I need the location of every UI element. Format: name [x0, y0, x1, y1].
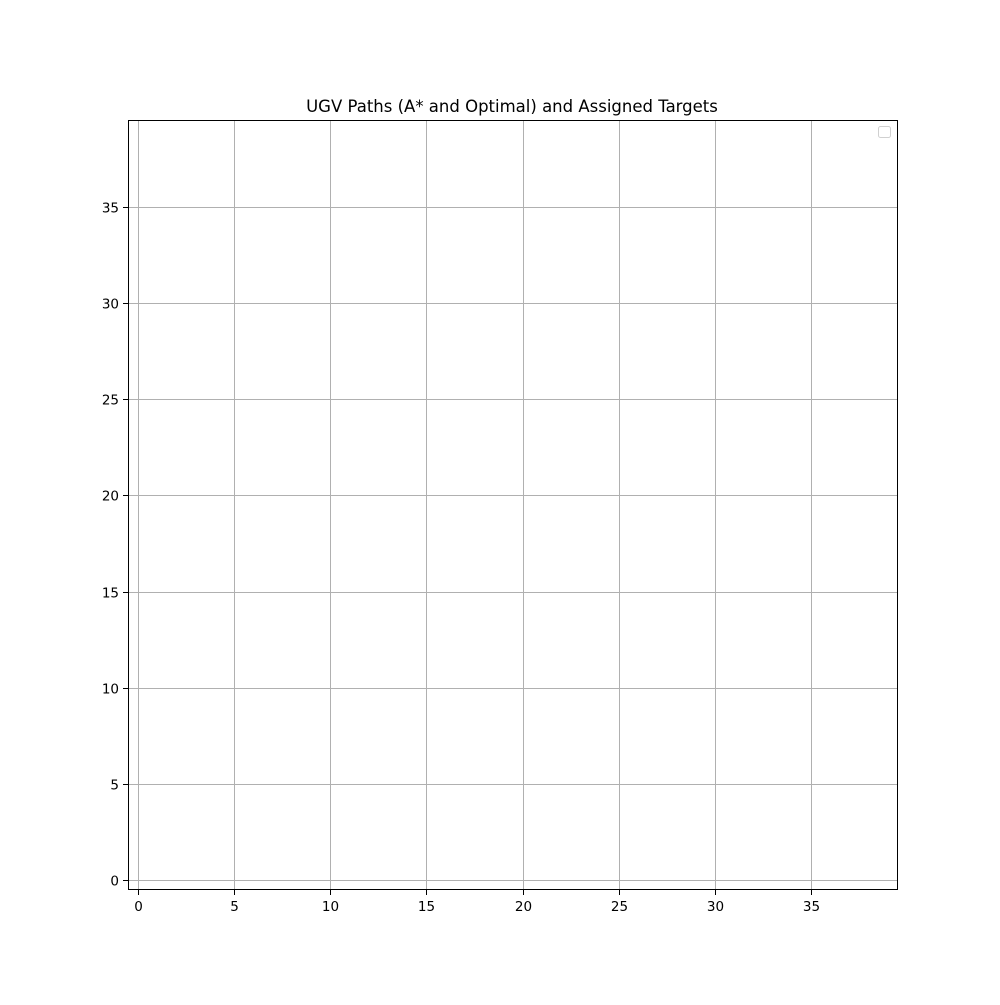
y-tick-label: 0 — [110, 874, 119, 890]
x-tick-label: 10 — [322, 899, 339, 915]
y-tick-label: 5 — [110, 778, 119, 794]
axes-frame — [128, 120, 898, 890]
grid — [128, 120, 898, 890]
y-tick-label: 25 — [102, 393, 119, 409]
legend-box — [878, 126, 891, 138]
x-tick-label: 35 — [803, 899, 820, 915]
x-tick-label: 25 — [611, 899, 628, 915]
x-tick-label: 0 — [134, 899, 143, 915]
y-tick-label: 30 — [102, 297, 119, 313]
y-tick-label: 35 — [102, 201, 119, 217]
y-tick-label: 15 — [102, 586, 119, 602]
y-tick-label: 10 — [102, 682, 119, 698]
x-tick-label: 30 — [707, 899, 724, 915]
y-tick-label: 20 — [102, 489, 119, 505]
x-tick-label: 5 — [230, 899, 239, 915]
axis-ticks: 0 5 10 15 20 25 30 35 0 5 10 15 20 25 30 35 — [102, 201, 820, 916]
chart-title: UGV Paths (A* and Optimal) and Assigned … — [306, 97, 718, 116]
x-tick-label: 20 — [515, 899, 532, 915]
x-tick-label: 15 — [418, 899, 435, 915]
